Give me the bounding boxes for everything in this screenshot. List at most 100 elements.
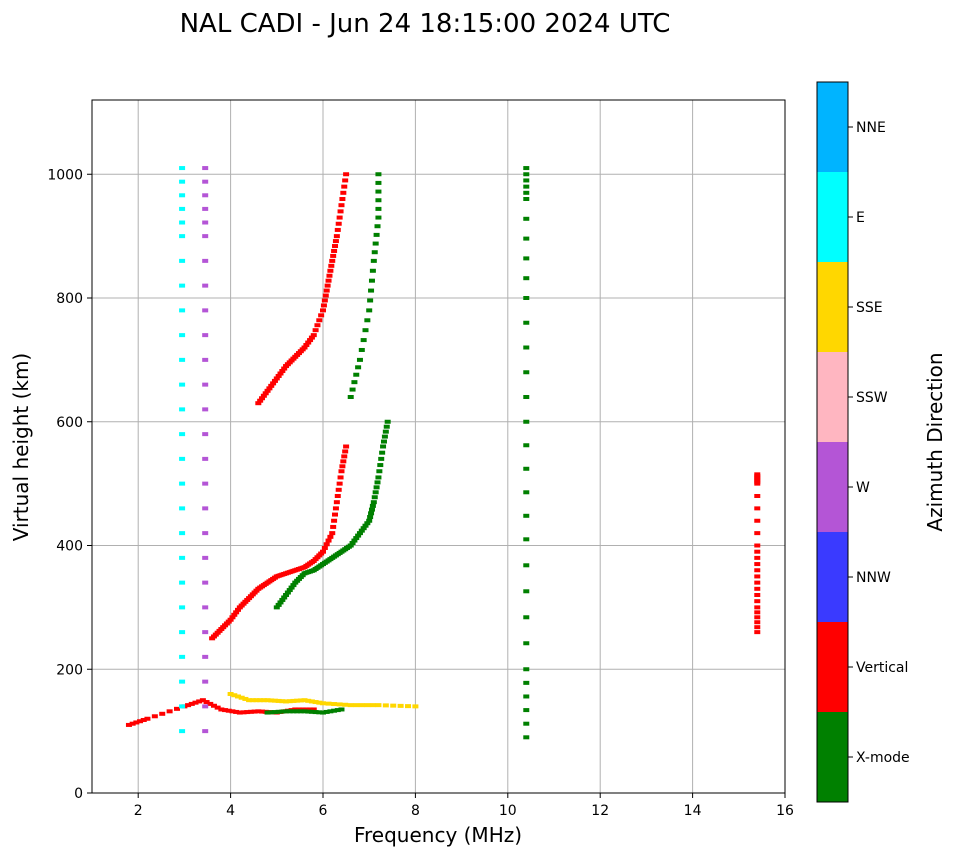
echo-mark	[202, 234, 209, 239]
echo-mark	[343, 172, 350, 177]
echo-mark	[257, 698, 264, 703]
echo-mark	[754, 549, 761, 554]
echo-mark	[523, 395, 530, 399]
echo-mark	[244, 710, 251, 715]
echo-mark	[376, 469, 383, 474]
echo-mark	[288, 585, 295, 590]
echo-mark	[377, 463, 384, 468]
echo-mark	[523, 513, 530, 518]
echo-mark	[327, 268, 334, 273]
echo-mark	[364, 318, 371, 323]
echo-mark	[754, 543, 761, 548]
colorbar-label: E	[856, 210, 865, 226]
echo-mark	[320, 308, 326, 313]
echo-mark	[321, 298, 328, 303]
echo-mark	[159, 711, 166, 716]
echo-mark	[251, 709, 258, 714]
echo-mark	[360, 526, 367, 531]
echo-mark	[337, 209, 344, 214]
echo-mark	[523, 694, 530, 699]
colorbar-segment	[817, 352, 848, 442]
echo-mark	[179, 382, 186, 387]
echo-mark	[356, 357, 363, 362]
echo-mark	[754, 593, 761, 597]
echo-mark	[264, 698, 271, 703]
echo-mark	[179, 729, 186, 734]
echo-mark	[246, 698, 253, 703]
echo-mark	[366, 308, 373, 313]
echo-mark	[523, 443, 530, 448]
echo-mark	[375, 180, 382, 185]
echo-mark	[329, 531, 336, 536]
echo-mark	[323, 288, 330, 293]
echo-mark	[325, 701, 332, 706]
echo-mark	[754, 610, 761, 615]
echo-mark	[342, 702, 349, 707]
echo-mark	[240, 710, 247, 715]
echo-mark	[277, 600, 284, 605]
colorbar-label: W	[856, 480, 870, 496]
echo-mark	[297, 698, 304, 703]
echo-mark	[351, 538, 358, 543]
echo-mark	[129, 721, 136, 726]
echo-mark	[273, 376, 280, 381]
echo-mark	[290, 709, 297, 714]
echo-mark	[362, 328, 369, 333]
colorbar-frame	[816, 81, 849, 803]
echo-mark	[370, 500, 377, 505]
echo-mark	[523, 708, 530, 713]
echo-mark	[523, 320, 530, 325]
echo-mark	[332, 244, 339, 249]
echo-mark	[202, 407, 209, 412]
echo-mark	[353, 703, 360, 708]
data-marks	[125, 166, 761, 740]
echo-mark	[199, 698, 206, 703]
colorbar: X-mode Vertical NNW W SSW SSE E NNE	[816, 81, 910, 803]
echo-mark	[523, 735, 530, 740]
echo-mark	[284, 590, 291, 595]
echo-mark	[268, 383, 275, 388]
x-tick-label: 6	[319, 803, 328, 819]
echo-mark	[266, 386, 273, 391]
x-tick-label: 4	[226, 803, 235, 819]
echo-mark	[271, 698, 278, 703]
echo-mark	[369, 703, 376, 708]
echo-mark	[214, 705, 221, 710]
echo-mark	[264, 388, 271, 393]
echo-mark	[754, 599, 761, 604]
echo-mark	[202, 333, 209, 338]
echo-mark	[358, 528, 365, 533]
echo-mark	[339, 464, 346, 469]
echo-mark	[523, 419, 530, 424]
echo-mark	[366, 518, 373, 523]
echo-mark	[364, 703, 371, 708]
echo-mark	[754, 568, 761, 573]
echo-mark	[754, 620, 761, 625]
echo-mark	[320, 701, 326, 706]
colorbar-segment	[817, 532, 848, 622]
echo-mark	[179, 580, 186, 585]
echo-mark	[327, 709, 334, 714]
echo-mark	[330, 253, 337, 258]
echo-mark	[202, 506, 209, 511]
echo-mark	[279, 597, 286, 602]
echo-mark	[202, 605, 209, 610]
echo-mark	[328, 263, 335, 268]
echo-mark	[222, 708, 229, 713]
echo-mark	[372, 241, 379, 246]
echo-mark	[312, 328, 319, 333]
echo-mark	[523, 615, 530, 620]
echo-mark	[218, 707, 225, 712]
x-tick-label: 14	[684, 803, 702, 819]
echo-mark	[523, 490, 530, 495]
echo-mark	[179, 407, 186, 412]
echo-mark	[334, 708, 341, 713]
echo-mark	[347, 395, 354, 399]
echo-mark	[371, 495, 378, 500]
echo-mark	[271, 378, 278, 383]
echo-mark	[523, 172, 530, 177]
chart-title: NAL CADI - Jun 24 18:15:00 2024 UTC	[180, 9, 671, 39]
echo-mark	[137, 719, 144, 724]
echo-mark	[301, 709, 308, 714]
